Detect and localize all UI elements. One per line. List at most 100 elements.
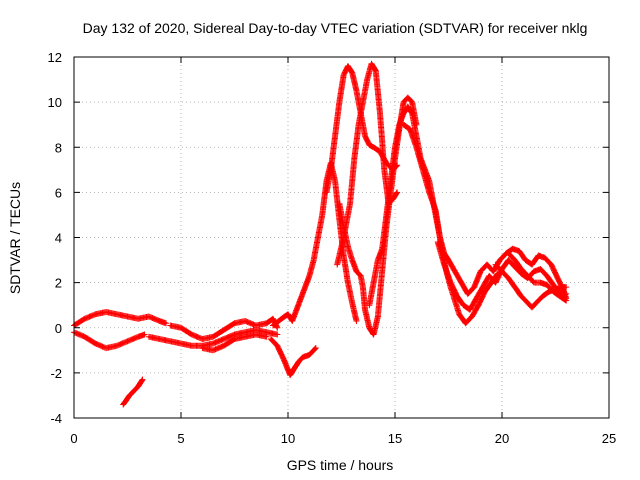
data-point bbox=[507, 259, 510, 261]
data-point bbox=[479, 270, 482, 273]
series-track-g bbox=[267, 336, 319, 379]
data-point bbox=[561, 286, 563, 288]
series-track-p bbox=[505, 250, 570, 304]
data-point bbox=[128, 394, 131, 397]
data-point bbox=[486, 263, 488, 266]
series-markers bbox=[71, 309, 170, 329]
y-tick-label: 0 bbox=[55, 321, 62, 336]
data-point bbox=[456, 295, 458, 297]
data-series bbox=[71, 60, 570, 408]
data-point bbox=[357, 123, 360, 126]
data-point bbox=[325, 191, 328, 194]
data-point bbox=[546, 284, 548, 286]
data-point bbox=[300, 297, 302, 300]
data-point bbox=[548, 290, 550, 293]
data-point bbox=[488, 275, 490, 277]
data-point bbox=[116, 345, 118, 347]
data-point bbox=[297, 360, 300, 363]
data-point bbox=[330, 169, 332, 171]
data-point bbox=[454, 270, 456, 273]
series-track-d bbox=[145, 327, 281, 349]
data-point bbox=[460, 281, 463, 284]
data-point bbox=[372, 146, 375, 149]
data-point bbox=[377, 259, 379, 261]
data-point bbox=[272, 324, 274, 327]
y-tick-label: -4 bbox=[50, 411, 62, 426]
data-point bbox=[531, 263, 533, 266]
data-point bbox=[407, 96, 409, 99]
data-point bbox=[374, 69, 377, 72]
data-point bbox=[287, 313, 289, 316]
data-point bbox=[415, 146, 418, 149]
data-point bbox=[265, 335, 268, 338]
data-point bbox=[552, 284, 555, 286]
data-point bbox=[544, 257, 546, 259]
series-track-o bbox=[492, 261, 570, 311]
data-point bbox=[550, 263, 553, 266]
y-tick-label: 4 bbox=[55, 231, 62, 246]
data-point bbox=[244, 331, 246, 334]
data-point bbox=[428, 191, 431, 194]
data-point bbox=[531, 306, 533, 309]
data-point bbox=[396, 191, 398, 194]
data-point bbox=[293, 367, 296, 370]
data-point bbox=[469, 308, 471, 311]
data-point bbox=[389, 180, 392, 182]
data-point bbox=[546, 275, 548, 277]
data-point bbox=[520, 295, 523, 297]
data-point bbox=[158, 338, 161, 340]
data-point bbox=[494, 281, 497, 284]
data-point bbox=[422, 169, 424, 171]
data-point bbox=[244, 335, 246, 338]
data-point bbox=[349, 202, 351, 205]
data-point bbox=[370, 62, 373, 65]
data-point bbox=[379, 112, 381, 115]
x-tick-label: 15 bbox=[388, 431, 402, 446]
data-point bbox=[402, 101, 405, 103]
data-point bbox=[190, 345, 193, 347]
data-point bbox=[315, 347, 317, 349]
data-point bbox=[169, 340, 172, 343]
data-point bbox=[244, 320, 246, 322]
data-point bbox=[394, 146, 396, 149]
data-point bbox=[201, 347, 204, 349]
data-point bbox=[321, 214, 324, 216]
data-point bbox=[312, 259, 315, 261]
series-markers bbox=[71, 329, 148, 352]
data-point bbox=[533, 281, 535, 284]
data-point bbox=[481, 286, 484, 288]
data-point bbox=[94, 313, 97, 316]
data-point bbox=[308, 275, 311, 277]
data-point bbox=[385, 214, 388, 216]
data-point bbox=[255, 324, 257, 327]
data-point bbox=[355, 270, 358, 273]
data-point bbox=[169, 324, 172, 327]
data-point bbox=[541, 295, 544, 297]
data-point bbox=[449, 281, 452, 284]
x-tick-label: 5 bbox=[177, 431, 184, 446]
data-point bbox=[141, 378, 144, 381]
data-point bbox=[276, 333, 279, 336]
data-point bbox=[377, 315, 379, 318]
series-track-m bbox=[400, 121, 570, 302]
data-point bbox=[338, 101, 341, 103]
data-point bbox=[514, 286, 516, 288]
data-point bbox=[477, 304, 480, 306]
data-point bbox=[539, 281, 542, 284]
data-point bbox=[355, 320, 358, 322]
series-track-a bbox=[71, 309, 170, 329]
data-point bbox=[466, 293, 469, 295]
x-tick-label: 25 bbox=[602, 431, 616, 446]
data-point bbox=[265, 322, 268, 325]
data-point bbox=[381, 270, 383, 273]
data-point bbox=[255, 329, 257, 331]
data-point bbox=[317, 236, 319, 239]
data-point bbox=[276, 345, 279, 347]
data-point bbox=[381, 247, 383, 250]
data-point bbox=[255, 333, 257, 336]
data-point bbox=[473, 286, 475, 288]
data-point bbox=[308, 354, 311, 356]
data-point bbox=[552, 290, 555, 293]
data-point bbox=[355, 90, 358, 92]
data-point bbox=[402, 123, 405, 126]
